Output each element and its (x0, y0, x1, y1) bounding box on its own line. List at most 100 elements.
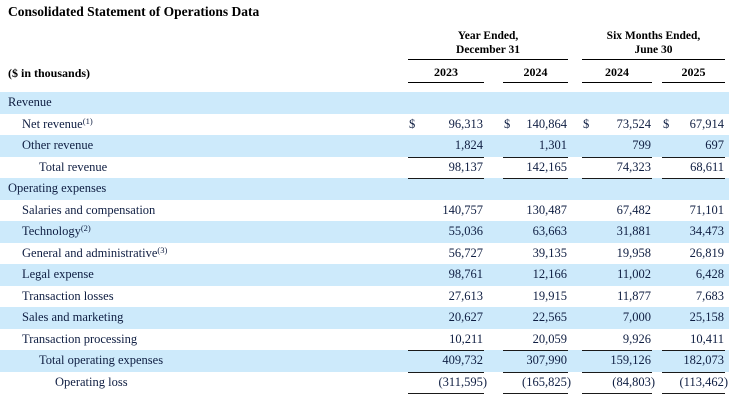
cell-6m-2024: $73,524 (582, 114, 652, 136)
cell-value: 98,137 (448, 159, 483, 174)
cell-2023 (408, 92, 484, 114)
cell-value: (165,825) (522, 374, 571, 389)
cell-value: 34,473 (689, 224, 724, 239)
cell-6m-2024: (84,803) (582, 372, 655, 395)
cell-2023: 98,137 (408, 157, 484, 180)
table-body: Revenue Net revenue(1) $96,313 $140,864 … (0, 92, 729, 395)
cell-2024: 142,165 (503, 157, 568, 180)
cell-6m-2025 (662, 92, 725, 114)
cell-value: 182,073 (683, 353, 724, 368)
row-label-text: Transaction losses (22, 288, 114, 303)
row-label: Sales and marketing (0, 307, 408, 329)
cell-value: 74,323 (616, 159, 651, 174)
cell-value: 10,211 (449, 331, 483, 346)
cell-2023: 56,727 (408, 243, 484, 265)
cell-value: 56,727 (448, 245, 483, 260)
dollar-sign: $ (583, 116, 590, 131)
row-label-text: Sales and marketing (22, 310, 124, 325)
page-title: Consolidated Statement of Operations Dat… (8, 4, 260, 19)
cell-6m-2024 (582, 178, 652, 200)
row-label-text: Operating expenses (8, 181, 107, 196)
cell-2024: 307,990 (503, 350, 568, 373)
row-label-text: Salaries and compensation (22, 202, 156, 217)
cell-6m-2025: 182,073 (662, 350, 725, 373)
row-label: General and administrative(3) (0, 243, 408, 265)
dollar-sign: $ (409, 116, 416, 131)
row-label-text: Legal expense (22, 267, 94, 282)
row-label-text: General and administrative (22, 245, 158, 260)
cell-value: 63,663 (532, 224, 567, 239)
table-row: Transaction losses 27,613 19,915 11,877 … (0, 286, 729, 308)
table-row: Total operating expenses 409,732 307,990… (0, 350, 729, 373)
cell-2024: 12,166 (503, 264, 568, 286)
row-label: Net revenue(1) (0, 114, 408, 136)
cell-value: 39,135 (532, 245, 567, 260)
cell-value: 11,002 (617, 267, 651, 282)
year-column-header: 2023 (408, 60, 484, 84)
column-group-line2: June 30 (634, 43, 673, 56)
cell-6m-2024: 7,000 (582, 307, 652, 329)
cell-value: 22,565 (532, 310, 567, 325)
year-column-header: 2024 (582, 60, 652, 84)
cell-6m-2025: 697 (662, 135, 725, 158)
cell-value: 409,732 (442, 353, 483, 368)
cell-2023 (408, 178, 484, 200)
row-label: Operating loss (0, 372, 408, 395)
cell-value: 27,613 (448, 288, 483, 303)
footnote-superscript: (3) (157, 244, 168, 255)
table-row: Salaries and compensation 140,757 130,48… (0, 200, 729, 222)
cell-6m-2024: 11,002 (582, 264, 652, 286)
cell-value: 98,761 (448, 267, 483, 282)
cell-value: 68,611 (690, 159, 724, 174)
cell-6m-2025 (662, 178, 725, 200)
unit-label: ($ in thousands) (8, 66, 91, 81)
cell-value: 67,482 (616, 202, 651, 217)
cell-value: 307,990 (526, 353, 567, 368)
dollar-sign: $ (504, 116, 511, 131)
cell-value: 1,301 (538, 138, 567, 153)
cell-6m-2024: 31,881 (582, 221, 652, 243)
cell-6m-2024: 159,126 (582, 350, 652, 373)
cell-6m-2025: 34,473 (662, 221, 725, 243)
cell-2024: 130,487 (503, 200, 568, 222)
table-header-groups: Year Ended, December 31 Six Months Ended… (0, 30, 729, 61)
table-row: Net revenue(1) $96,313 $140,864 $73,524 … (0, 114, 729, 136)
column-group-line1: Six Months Ended, (606, 30, 701, 42)
cell-value: 73,524 (616, 116, 651, 131)
table-row: Revenue (0, 92, 729, 114)
row-label: Operating expenses (0, 178, 408, 200)
table-row: Total revenue 98,137 142,165 74,323 68,6… (0, 157, 729, 180)
row-label: Total operating expenses (0, 350, 408, 373)
table-row: Sales and marketing 20,627 22,565 7,000 … (0, 307, 729, 329)
cell-6m-2024: 67,482 (582, 200, 652, 222)
cell-value: 130,487 (526, 202, 567, 217)
table-row: General and administrative(3) 56,727 39,… (0, 243, 729, 265)
cell-2023: 20,627 (408, 307, 484, 329)
cell-6m-2025: 25,158 (662, 307, 725, 329)
cell-6m-2024: 9,926 (582, 329, 652, 352)
row-label-text: Technology (22, 224, 81, 239)
row-label: Other revenue (0, 135, 408, 158)
cell-6m-2025: 68,611 (662, 157, 725, 180)
cell-2024 (503, 178, 568, 200)
row-label: Transaction losses (0, 286, 408, 308)
row-label: Transaction processing (0, 329, 408, 352)
cell-2023: 55,036 (408, 221, 484, 243)
row-label: Technology(2) (0, 221, 408, 243)
cell-2023: 140,757 (408, 200, 484, 222)
cell-6m-2025: $67,914 (662, 114, 725, 136)
row-label: Total revenue (0, 157, 408, 180)
cell-value: (113,462) (679, 374, 729, 389)
cell-6m-2025: 7,683 (662, 286, 725, 308)
cell-value: 20,627 (448, 310, 483, 325)
cell-2023: 98,761 (408, 264, 484, 286)
cell-value: 7,683 (695, 288, 724, 303)
table-row: Other revenue 1,824 1,301 799 697 (0, 135, 729, 158)
cell-2023: $96,313 (408, 114, 484, 136)
cell-value: 20,059 (532, 331, 567, 346)
cell-2023: (311,595) (408, 372, 487, 395)
row-label-text: Other revenue (22, 138, 94, 153)
cell-value: 25,158 (689, 310, 724, 325)
cell-value: 96,313 (448, 116, 483, 131)
cell-value: 31,881 (616, 224, 651, 239)
